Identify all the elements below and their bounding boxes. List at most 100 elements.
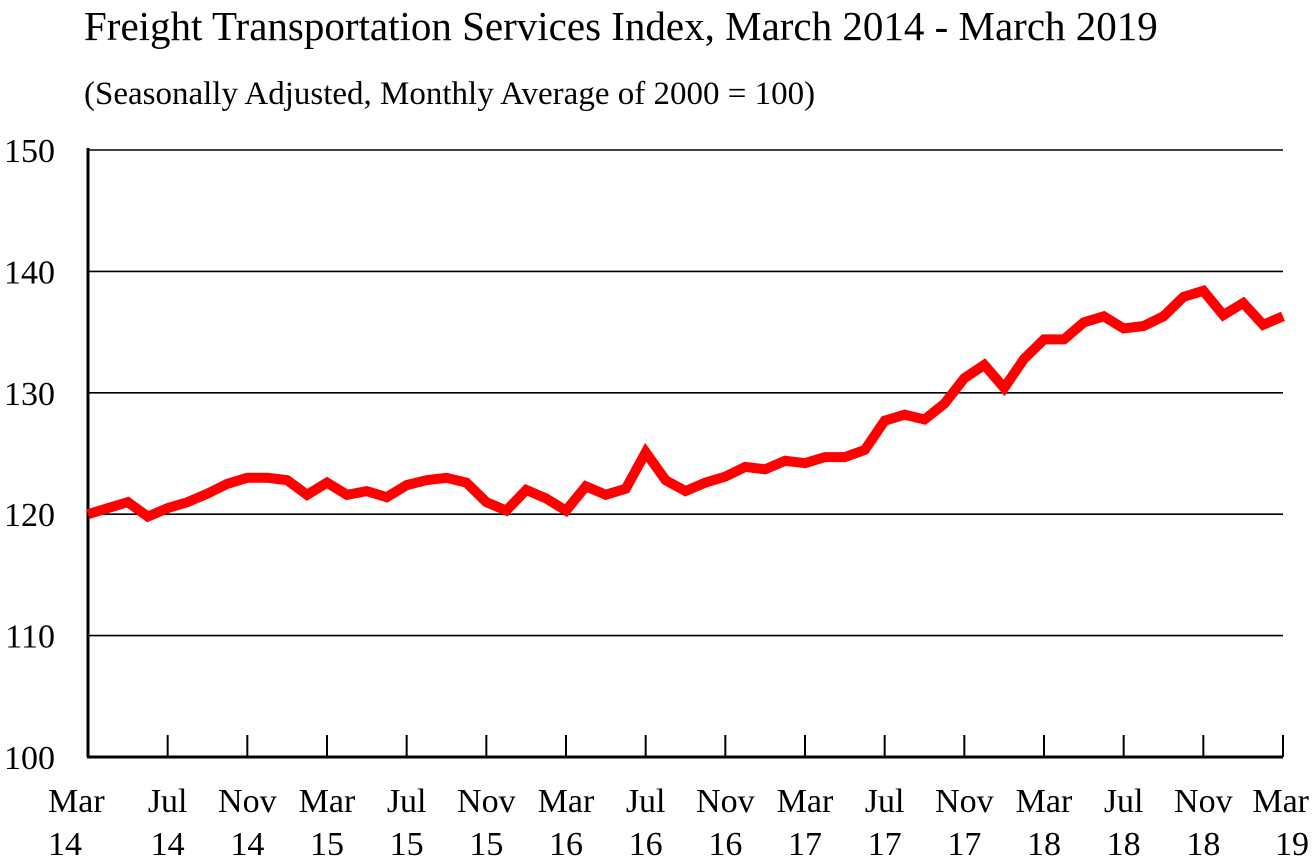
- data-point: [84, 510, 92, 518]
- x-tick-year: 14: [230, 826, 264, 863]
- x-tick-month: Jul: [1104, 783, 1144, 820]
- data-point: [841, 453, 849, 461]
- data-point: [562, 507, 570, 515]
- data-point: [821, 453, 829, 461]
- data-point: [1259, 321, 1267, 329]
- x-tick-year: 14: [151, 826, 185, 863]
- data-point: [303, 491, 311, 499]
- x-tick-month: Nov: [218, 783, 277, 820]
- x-tick-month: Nov: [696, 783, 755, 820]
- chart-subtitle: (Seasonally Adjusted, Monthly Average of…: [84, 76, 816, 112]
- x-tick-year: 17: [868, 826, 902, 863]
- data-point: [761, 465, 769, 473]
- x-tick-year: 18: [1107, 826, 1141, 863]
- data-point: [403, 481, 411, 489]
- data-point: [662, 476, 670, 484]
- x-tick-year: 15: [469, 826, 503, 863]
- data-point: [582, 482, 590, 490]
- data-point: [682, 487, 690, 495]
- data-point: [1279, 312, 1287, 320]
- x-tick-year: 17: [788, 826, 822, 863]
- x-tick-year: 15: [310, 826, 344, 863]
- data-point: [1199, 287, 1207, 295]
- x-tick-year: 16: [708, 826, 742, 863]
- data-point: [144, 513, 152, 521]
- data-point: [323, 479, 331, 487]
- x-tick-month: Mar: [1252, 783, 1309, 820]
- data-point: [861, 446, 869, 454]
- data-point: [642, 448, 650, 456]
- y-tick-label: 150: [4, 133, 55, 170]
- data-point: [1219, 311, 1227, 319]
- data-point: [980, 361, 988, 369]
- axes: [86, 148, 1284, 759]
- data-point: [243, 474, 251, 482]
- data-point: [363, 487, 371, 495]
- data-point: [263, 474, 271, 482]
- data-point: [343, 491, 351, 499]
- data-point: [602, 491, 610, 499]
- y-tick-label: 110: [5, 619, 55, 656]
- data-point: [1100, 312, 1108, 320]
- x-tick-month: Jul: [387, 783, 427, 820]
- x-tick-month: Nov: [935, 783, 994, 820]
- y-tick-label: 140: [4, 254, 55, 291]
- data-point: [223, 480, 231, 488]
- data-point: [164, 504, 172, 512]
- data-point: [462, 479, 470, 487]
- data-point: [721, 473, 729, 481]
- x-tick-month: Mar: [538, 783, 595, 820]
- series-line: [86, 285, 1285, 523]
- y-tick-label: 100: [4, 740, 55, 777]
- data-point: [104, 504, 112, 512]
- data-point: [522, 486, 530, 494]
- x-tick-month: Jul: [626, 783, 666, 820]
- x-tick-year: 18: [1186, 826, 1220, 863]
- x-tick-month: Nov: [1174, 783, 1233, 820]
- x-tick-year: 17: [947, 826, 981, 863]
- y-tick-label: 130: [4, 376, 55, 413]
- x-tick-month: Mar: [48, 783, 105, 820]
- data-point: [423, 476, 431, 484]
- x-tick-year: 15: [390, 826, 424, 863]
- x-tick-year: 19: [1275, 826, 1309, 863]
- gridlines: [88, 149, 1283, 637]
- data-point: [1000, 384, 1008, 392]
- data-point: [124, 498, 132, 506]
- data-point: [1140, 322, 1148, 330]
- data-point: [1020, 355, 1028, 363]
- data-point: [502, 507, 510, 515]
- data-point: [1060, 335, 1068, 343]
- data-point: [940, 400, 948, 408]
- data-point: [921, 416, 929, 424]
- data-point: [1080, 318, 1088, 326]
- data-point: [542, 494, 550, 502]
- x-tick-year: 16: [629, 826, 663, 863]
- data-point: [801, 459, 809, 467]
- data-point: [1040, 335, 1048, 343]
- x-tick-year: 18: [1027, 826, 1061, 863]
- x-tick-month: Jul: [148, 783, 188, 820]
- y-tick-labels: 100 110 120 130 140 150: [4, 133, 55, 777]
- data-point: [901, 411, 909, 419]
- data-point: [1179, 293, 1187, 301]
- data-point: [881, 417, 889, 425]
- chart-title: Freight Transportation Services Index, M…: [84, 3, 1158, 49]
- data-point: [204, 490, 212, 498]
- data-point: [622, 485, 630, 493]
- y-tick-label: 120: [4, 497, 55, 534]
- x-tick-month: Mar: [299, 783, 356, 820]
- data-point: [741, 463, 749, 471]
- x-tick-labels: Mar 14 Jul 14 Nov 14 Mar 15 Jul 15 Nov 15 Mar 16 Jul 16…: [48, 783, 1310, 863]
- x-tick-year: 16: [549, 826, 583, 863]
- data-point: [443, 474, 451, 482]
- data-point: [383, 493, 391, 501]
- data-point: [701, 479, 709, 487]
- x-tick-month: Nov: [457, 783, 516, 820]
- data-point: [283, 476, 291, 484]
- data-point: [781, 457, 789, 465]
- data-point: [184, 498, 192, 506]
- x-tick-month: Mar: [1016, 783, 1073, 820]
- data-point: [960, 374, 968, 382]
